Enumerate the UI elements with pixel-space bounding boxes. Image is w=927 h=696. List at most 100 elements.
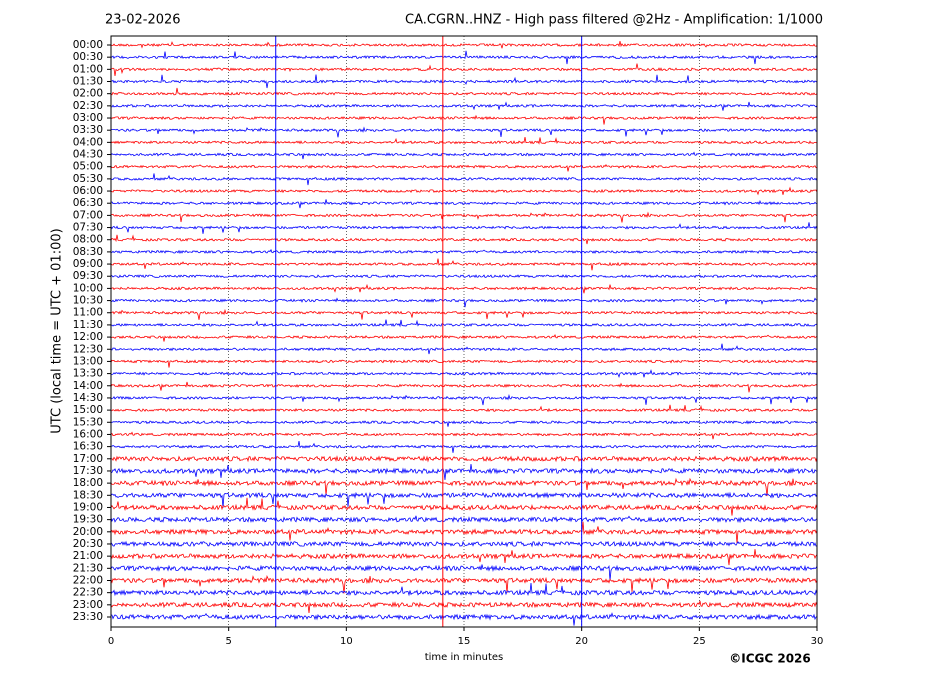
trace [110,234,818,245]
trace [110,420,818,427]
y-tick-label: 01:30 [73,76,103,88]
trace [110,334,818,342]
trace [110,199,818,209]
trace [110,308,818,320]
y-tick-label: 20:30 [73,538,103,550]
y-tick-label: 19:30 [73,514,103,526]
trace [110,575,818,594]
trace [110,463,818,480]
trace [110,274,818,279]
trace [110,283,818,294]
y-tick-label: 00:30 [73,51,103,63]
x-tick-label: 25 [693,636,706,647]
trace [110,222,818,234]
y-tick-label: 11:30 [73,319,103,331]
y-tick-label: 14:00 [73,380,103,392]
trace [110,359,818,368]
y-tick-label: 17:30 [73,465,103,477]
trace [110,114,818,125]
y-tick-label: 07:30 [73,222,103,234]
trace [110,564,818,581]
trace [110,211,818,223]
trace [110,258,818,271]
trace [110,491,818,508]
trace [110,343,818,355]
y-tick-label: 09:30 [73,270,103,282]
trace [110,600,818,613]
y-tick-label: 19:00 [73,501,103,513]
trace [110,319,818,328]
trace [110,515,818,524]
y-tick-label: 15:00 [73,404,103,416]
y-tick-label: 07:00 [73,209,103,221]
trace [110,369,818,379]
trace [110,41,818,49]
y-tick-label: 23:30 [73,611,103,623]
trace [110,248,818,255]
trace [110,381,818,393]
trace [110,87,818,96]
y-tick-label: 08:00 [73,234,103,246]
y-tick-label: 13:00 [73,355,103,367]
trace [110,164,818,172]
trace [110,549,818,566]
trace [110,126,818,138]
copyright: ©ICGC 2026 [729,652,811,666]
trace [110,137,818,145]
y-axis-label: UTC (local time = UTC + 01:00) [50,228,65,433]
y-tick-label: 16:00 [73,428,103,440]
trace [110,477,818,497]
chart-title: CA.CGRN..HNZ - High pass filtered @2Hz -… [405,13,823,28]
trace [110,521,818,544]
trace [110,540,818,548]
y-tick-label: 18:30 [73,489,103,501]
y-tick-label: 16:30 [73,441,103,453]
y-tick-label: 05:00 [73,161,103,173]
y-tick-label: 11:00 [73,307,103,319]
y-tick-label: 06:00 [73,185,103,197]
y-tick-label: 02:30 [73,100,103,112]
y-tick-label: 08:30 [73,246,103,258]
y-tick-label: 22:00 [73,574,103,586]
y-tick-label: 14:30 [73,392,103,404]
trace [110,497,818,516]
trace [110,50,818,65]
trace [110,101,818,111]
y-tick-label: 18:00 [73,477,103,489]
x-tick-label: 10 [340,636,353,647]
y-tick-label: 03:30 [73,124,103,136]
y-tick-label: 02:00 [73,88,103,100]
trace [110,297,817,308]
y-tick-label: 10:30 [73,295,103,307]
x-tick-label: 0 [108,636,114,647]
trace [110,151,818,160]
x-tick-label: 30 [811,636,824,647]
y-tick-label: 15:30 [73,416,103,428]
trace [110,455,818,463]
y-tick-label: 04:00 [73,136,103,148]
trace [110,74,818,89]
y-tick-label: 21:30 [73,562,103,574]
y-tick-label: 20:00 [73,526,103,538]
y-tick-label: 00:00 [73,39,103,51]
y-tick-label: 21:00 [73,550,103,562]
y-tick-label: 01:00 [73,63,103,75]
y-tick-label: 17:00 [73,453,103,465]
chart-date: 23-02-2026 [105,13,181,28]
trace [110,186,818,196]
x-tick-label: 5 [225,636,231,647]
y-tick-label: 12:30 [73,343,103,355]
trace [110,404,818,413]
trace [110,441,818,453]
trace [110,394,818,406]
plot-frame [110,35,818,628]
y-tick-label: 05:30 [73,173,103,185]
y-tick-label: 10:00 [73,282,103,294]
y-tick-label: 22:30 [73,587,103,599]
trace [110,431,818,440]
x-tick-label: 20 [575,636,588,647]
x-axis-label: time in minutes [425,652,504,663]
trace [110,173,818,186]
trace [110,612,818,626]
